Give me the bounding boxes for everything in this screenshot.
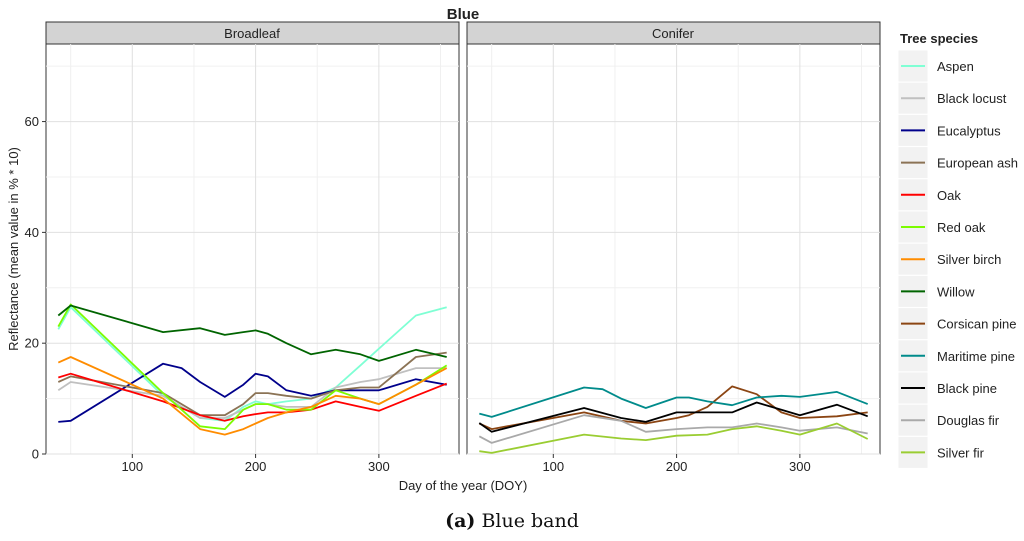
legend-label: Corsican pine [937, 317, 1017, 332]
series-line-eucalyptus [58, 362, 447, 423]
series-line-corsican-pine [478, 385, 868, 431]
legend-label: Douglas fir [937, 413, 1000, 428]
legend-label: Silver fir [937, 445, 985, 460]
x-tick-label: 200 [245, 459, 267, 474]
legend-label: Red oak [937, 220, 986, 235]
legend-label: Black pine [937, 381, 997, 396]
series-line-black-pine [478, 401, 869, 433]
panel-frame-conifer [466, 43, 881, 455]
legend-label: Oak [937, 188, 961, 203]
x-tick-label: 300 [789, 459, 811, 474]
series-line-willow [57, 304, 447, 362]
legend-label: European ash [937, 156, 1018, 171]
legend: Aspen Black locust Eucalyptus European ash O… [897, 49, 1018, 469]
x-tick-label: 100 [542, 459, 564, 474]
y-tick-label: 60 [25, 114, 39, 129]
series-line-oak [58, 372, 448, 422]
x-tick-label: 200 [666, 459, 688, 474]
chart-figure: Blue Broadleaf Conifer 100 200 300 100 200 30… [6, 6, 1018, 493]
series-line-silver-fir [479, 422, 869, 454]
x-tick-label: 300 [368, 459, 390, 474]
chart-title: Blue [447, 6, 480, 23]
caption-text: Blue band [481, 510, 579, 532]
y-tick-label: 0 [32, 447, 39, 462]
panel-title-broadleaf: Broadleaf [224, 26, 280, 41]
legend-title: Tree species [900, 31, 978, 46]
panel-title-conifer: Conifer [652, 26, 695, 41]
series-line-maritime-pine [479, 386, 869, 418]
series-layer [57, 303, 869, 454]
y-tick-label: 40 [25, 225, 39, 240]
legend-label: Eucalyptus [937, 123, 1001, 138]
series-line-douglas-fir [478, 414, 868, 444]
figure-caption: (a) Blue band [0, 510, 1024, 532]
series-line-silver-birch [57, 356, 448, 436]
legend-label: Black locust [937, 91, 1007, 106]
legend-label: Maritime pine [937, 349, 1015, 364]
legend-label: Silver birch [937, 252, 1001, 267]
legend-label: Aspen [937, 59, 974, 74]
y-tick-label: 20 [25, 336, 39, 351]
x-tick-label: 100 [121, 459, 143, 474]
y-axis-label: Reflectance (mean value in % * 10) [6, 147, 21, 351]
panel-frame-broadleaf [45, 43, 460, 455]
axis-layer: 100 200 300 100 200 300 0 20 40 60 [25, 114, 811, 474]
x-axis-label: Day of the year (DOY) [399, 478, 528, 493]
series-line-european-ash [57, 351, 447, 417]
caption-label: (a) [445, 510, 476, 532]
legend-label: Willow [937, 284, 975, 299]
